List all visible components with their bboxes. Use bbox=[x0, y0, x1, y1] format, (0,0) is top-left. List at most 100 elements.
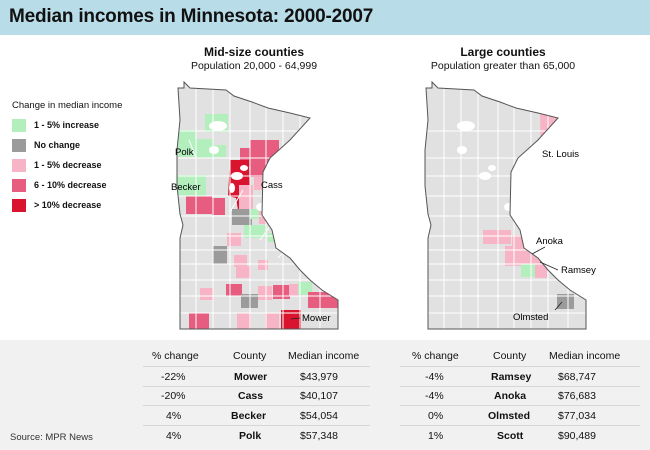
county-dec-1-5 bbox=[227, 233, 241, 246]
map-label-polk: Polk bbox=[175, 147, 194, 158]
lake-icon bbox=[231, 172, 243, 180]
income-cell: $68,747 bbox=[558, 371, 596, 383]
county-cell: Ramsey bbox=[491, 371, 532, 383]
pct-change-cell: -4% bbox=[425, 371, 444, 383]
income-cell: $40,107 bbox=[300, 390, 338, 402]
olmsted-leader bbox=[554, 301, 563, 311]
income-cell: $77,034 bbox=[558, 410, 596, 422]
large-subtitle: Population greater than 65,000 bbox=[430, 60, 576, 72]
legend-swatch bbox=[12, 179, 26, 192]
large-counties-map: St. Louis Anoka Ramsey Olmsted bbox=[424, 80, 596, 330]
county-cell: Scott bbox=[497, 430, 524, 442]
large-table-header: % change County Median income bbox=[0, 350, 650, 364]
pct-change-cell: 4% bbox=[166, 430, 182, 442]
county-dec-6-10 bbox=[212, 198, 225, 215]
county-cell: Polk bbox=[239, 430, 262, 442]
county-scott bbox=[521, 264, 535, 277]
lake-icon bbox=[209, 146, 219, 154]
county-dec-1-5 bbox=[483, 230, 511, 244]
row-divider bbox=[143, 386, 370, 387]
legend-swatch bbox=[12, 159, 26, 172]
legend: Change in median income 1 - 5% increase … bbox=[12, 100, 162, 219]
minnesota-outline bbox=[424, 80, 587, 330]
mower-leader bbox=[290, 317, 301, 320]
county-dec-1-5 bbox=[259, 210, 271, 224]
pct-change-cell: -22% bbox=[161, 371, 186, 383]
row-divider bbox=[143, 425, 370, 426]
income-cell: $43,979 bbox=[300, 371, 338, 383]
mid-size-map-heading: Mid-size counties Population 20,000 - 64… bbox=[129, 45, 379, 72]
page-title: Median incomes in Minnesota: 2000-2007 bbox=[9, 6, 374, 27]
map-label-anoka: Anoka bbox=[536, 236, 564, 247]
table-row: 4% Becker $54,054 0% Olmsted $77,034 bbox=[0, 410, 650, 424]
county-dec-6-10 bbox=[189, 313, 209, 329]
county-dec-6-10 bbox=[308, 292, 338, 308]
county-dec-1-5 bbox=[254, 177, 264, 190]
legend-label: > 10% decrease bbox=[34, 200, 102, 210]
lake-icon bbox=[256, 203, 266, 211]
county-cell: Olmsted bbox=[488, 410, 531, 422]
income-cell: $54,054 bbox=[300, 410, 338, 422]
col-pct-change: % change bbox=[152, 350, 199, 362]
row-divider bbox=[400, 366, 640, 367]
county-dec-6-10 bbox=[186, 196, 212, 214]
mid-size-subtitle: Population 20,000 - 64,999 bbox=[190, 60, 318, 72]
income-table-panel bbox=[0, 340, 650, 450]
lake-icon bbox=[457, 146, 467, 154]
map-label-cass: Cass bbox=[261, 180, 283, 191]
pct-change-cell: 1% bbox=[428, 430, 444, 442]
table-row: -20% Cass $40,107 -4% Anoka $76,683 bbox=[0, 390, 650, 404]
county-cell: Mower bbox=[234, 371, 268, 383]
legend-title: Change in median income bbox=[12, 100, 123, 111]
table-row: -22% Mower $43,979 -4% Ramsey $68,747 bbox=[0, 371, 650, 385]
pct-change-cell: 4% bbox=[166, 410, 182, 422]
legend-swatch bbox=[12, 139, 26, 152]
map-label-becker: Becker bbox=[171, 182, 201, 193]
county-dec-1-5 bbox=[281, 234, 292, 247]
lake-icon bbox=[229, 183, 235, 193]
county-inc bbox=[298, 282, 312, 295]
pct-change-cell: 0% bbox=[428, 410, 444, 422]
pct-change-cell: -4% bbox=[425, 390, 444, 402]
county-dec-1-5 bbox=[200, 288, 213, 300]
row-divider bbox=[400, 386, 640, 387]
county-dec-6-10 bbox=[276, 197, 298, 227]
legend-label: 1 - 5% decrease bbox=[34, 160, 102, 170]
county-dec-1-5 bbox=[258, 286, 272, 300]
maps-svg: Polk Becker Cass Mower bbox=[171, 80, 596, 330]
county-dec-1-5 bbox=[237, 313, 251, 329]
mid-size-counties-map: Polk Becker Cass Mower bbox=[171, 80, 339, 330]
row-divider bbox=[400, 425, 640, 426]
county-cell: Becker bbox=[231, 410, 267, 422]
county-dec-1-5 bbox=[535, 267, 547, 278]
county-nochange bbox=[232, 209, 252, 225]
minnesota-outline bbox=[176, 80, 339, 330]
map-label-mower: Mower bbox=[302, 313, 331, 324]
county-dec-1-5 bbox=[234, 255, 247, 267]
legend-label: 6 - 10% decrease bbox=[34, 180, 107, 190]
row-divider bbox=[143, 405, 370, 406]
col-median-income: Median income bbox=[288, 350, 360, 362]
legend-item-large-decrease: > 10% decrease bbox=[12, 199, 162, 212]
title-bar: Median incomes in Minnesota: 2000-2007 bbox=[0, 0, 650, 35]
lake-icon bbox=[240, 165, 248, 171]
legend-item-small-decrease: 1 - 5% decrease bbox=[12, 159, 162, 172]
county-inc bbox=[268, 233, 278, 242]
income-cell: $90,489 bbox=[558, 430, 596, 442]
county-inc bbox=[178, 130, 196, 157]
map-label-olmsted: Olmsted bbox=[513, 312, 548, 323]
mid-size-title: Mid-size counties bbox=[203, 45, 304, 59]
county-dec-1-5 bbox=[265, 313, 279, 329]
county-dec-1-5 bbox=[239, 185, 253, 209]
anoka-leader bbox=[531, 246, 546, 255]
legend-item-no-change: No change bbox=[12, 139, 162, 152]
col-county: County bbox=[233, 350, 267, 362]
county-dec-1-5 bbox=[505, 246, 527, 266]
col-median-income: Median income bbox=[549, 350, 621, 362]
map-label-st-louis: St. Louis bbox=[542, 149, 579, 160]
county-dec-6-10 bbox=[273, 285, 290, 299]
legend-label: 1 - 5% increase bbox=[34, 120, 100, 130]
lakes bbox=[457, 121, 514, 211]
legend-item-increase: 1 - 5% increase bbox=[12, 119, 162, 132]
map-label-ramsey: Ramsey bbox=[561, 265, 596, 276]
